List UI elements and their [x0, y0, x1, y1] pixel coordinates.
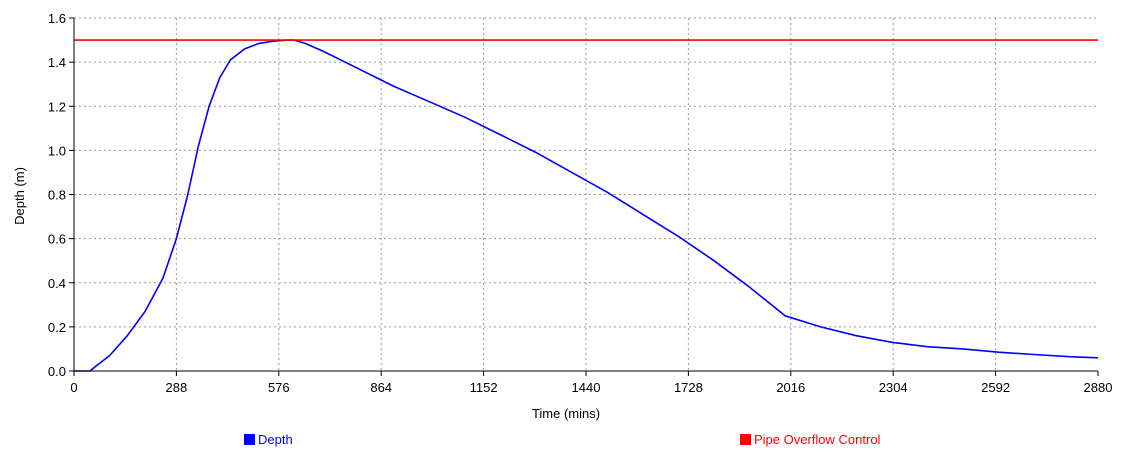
legend-label-pipe-overflow-control: Pipe Overflow Control: [754, 431, 881, 447]
y-tick-label: 1.4: [48, 55, 66, 70]
x-tick-label: 864: [370, 380, 392, 395]
y-tick-label: 0.2: [48, 320, 66, 335]
legend-item-pipe-overflow-control: Pipe Overflow Control: [740, 430, 880, 448]
x-tick-label: 2880: [1084, 380, 1113, 395]
x-tick-label: 1152: [470, 380, 498, 395]
x-tick-label: 1440: [572, 380, 601, 395]
x-tick-label: 2016: [776, 380, 805, 395]
x-axis-title: Time (mins): [532, 406, 600, 421]
x-tick-label: 2592: [981, 380, 1010, 395]
y-tick-label: 1.6: [48, 11, 66, 26]
grid: [74, 17, 1098, 371]
legend-item-depth: Depth: [244, 430, 293, 448]
x-tick-label: 2304: [879, 380, 908, 395]
x-tick-label: 1728: [674, 380, 703, 395]
y-tick-label: 1.2: [48, 99, 66, 114]
tick-labels: 0 288 576 864 1152 1440 1728 2016 2304 2592 2880 0.…: [48, 11, 1113, 395]
legend-label-depth: Depth: [258, 431, 293, 447]
legend-swatch-pipe-overflow-control: [740, 433, 751, 445]
depth-time-chart: 0 288 576 864 1152 1440 1728 2016 2304 2592 2880 0.…: [12, 11, 1113, 421]
y-tick-label: 0.4: [48, 276, 66, 291]
axes: [69, 17, 1099, 376]
y-tick-label: 0.6: [48, 232, 66, 247]
y-tick-label: 0.8: [48, 188, 66, 203]
x-tick-label: 0: [70, 380, 77, 395]
legend-swatch-depth: [244, 433, 255, 445]
y-tick-label: 1.0: [48, 143, 66, 158]
x-tick-label: 576: [268, 380, 290, 395]
y-axis-title: Depth (m): [12, 167, 27, 225]
series-layer: [74, 39, 1099, 372]
x-tick-label: 288: [166, 380, 188, 395]
series-line-depth: [74, 39, 1099, 372]
y-tick-label: 0.0: [48, 364, 66, 379]
